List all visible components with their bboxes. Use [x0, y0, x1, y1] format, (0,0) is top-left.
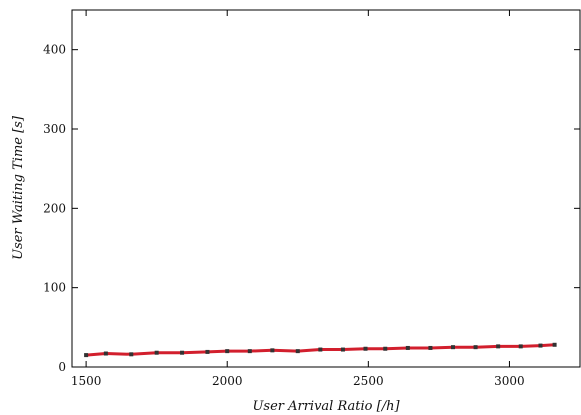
data-point: [270, 348, 275, 353]
data-point: [103, 351, 108, 356]
data-point: [295, 349, 300, 354]
data-point: [247, 349, 252, 354]
data-point: [225, 349, 230, 354]
x-axis: 1500 2000 2500 3000: [71, 10, 525, 388]
y-tick-label: 400: [43, 43, 66, 57]
data-point: [84, 353, 89, 358]
y-tick-label: 200: [43, 201, 66, 215]
data-point: [205, 349, 210, 354]
data-point: [340, 347, 345, 352]
data-point: [180, 350, 185, 355]
series-layer: [84, 342, 557, 358]
data-point: [318, 347, 323, 352]
data-point: [518, 344, 523, 349]
x-tick-label: 3000: [494, 374, 525, 388]
data-point: [496, 344, 501, 349]
y-axis-label: User Waiting Time [s]: [11, 115, 26, 260]
data-point: [383, 346, 388, 351]
plot-frame: [71, 9, 581, 368]
series-line: [85, 343, 555, 357]
data-point: [363, 346, 368, 351]
y-axis: 0 100 200 300 400: [43, 43, 580, 374]
x-axis-label: User Arrival Ratio [/h]: [252, 399, 400, 414]
y-tick-label: 300: [43, 122, 66, 136]
data-point: [154, 350, 159, 355]
x-tick-label: 2000: [212, 374, 243, 388]
x-tick-label: 1500: [71, 374, 102, 388]
data-point: [473, 345, 478, 350]
data-point: [552, 342, 557, 347]
data-point: [428, 345, 433, 350]
data-point: [405, 345, 410, 350]
y-tick-label: 100: [43, 281, 66, 295]
y-tick-label: 0: [58, 360, 66, 374]
x-tick-label: 2500: [353, 374, 384, 388]
data-point: [538, 343, 543, 348]
data-point: [451, 345, 455, 350]
data-point: [129, 352, 134, 357]
